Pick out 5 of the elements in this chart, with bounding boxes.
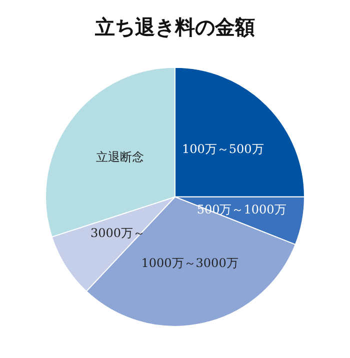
slice-label: 1000万～3000万 <box>141 256 238 270</box>
chart-title: 立ち退き料の金額 <box>94 15 255 39</box>
slice-label: 立退断念 <box>96 150 144 164</box>
slice-label: 3000万～ <box>90 226 146 240</box>
slice-label: 100万～500万 <box>182 142 264 156</box>
